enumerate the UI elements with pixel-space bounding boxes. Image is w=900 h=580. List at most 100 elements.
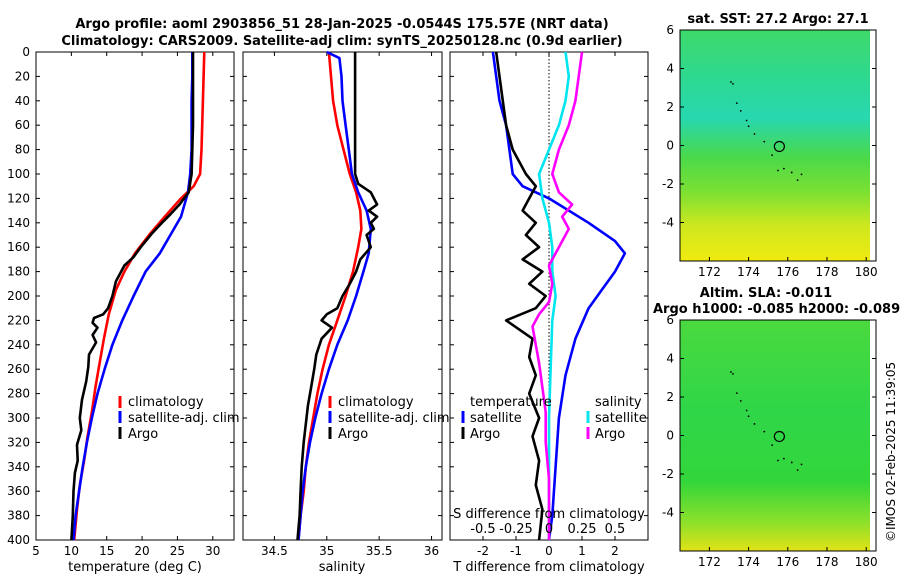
map-y-tick-label: 6 xyxy=(666,313,674,327)
series-line-satellite-adj-clim xyxy=(72,52,194,541)
legend-title-temperature: temperature xyxy=(470,395,552,410)
s-tick-label: 0 xyxy=(545,522,553,537)
island-dot xyxy=(753,423,756,425)
sla-map: Altim. SLA: -0.011 Argo h1000: -0.085 h2… xyxy=(653,286,900,569)
y-tick-label: 340 xyxy=(7,460,30,474)
y-tick-label: 60 xyxy=(15,118,30,132)
island-dot xyxy=(763,430,766,433)
legend-label-t-satellite: satellite xyxy=(470,411,522,426)
legend-label-climatology: climatology xyxy=(128,395,204,410)
sla-map-frame xyxy=(679,319,877,552)
argo-float-marker xyxy=(773,430,785,443)
island-dot xyxy=(747,415,750,418)
y-tick-label: 120 xyxy=(7,191,30,205)
island-dot xyxy=(730,81,732,83)
sla-map-subtitle: Argo h1000: -0.085 h2000: -0.089 xyxy=(653,302,900,317)
series-line-s-satellite xyxy=(537,51,571,540)
island-dot xyxy=(739,399,742,402)
map-y-tick-label: 2 xyxy=(666,390,674,404)
island-dot xyxy=(790,461,793,464)
x-tick-label: -1 xyxy=(510,544,522,558)
y-tick-label: 280 xyxy=(7,387,30,401)
map-y-tick-label: -4 xyxy=(662,216,674,230)
temperature-legend: climatology satellite-adj. clim Argo xyxy=(118,395,240,442)
s-tick-label: -0.5 xyxy=(470,522,495,537)
island-dot xyxy=(732,373,734,375)
x-tick-label: 0 xyxy=(545,544,553,558)
island-dot xyxy=(745,119,748,122)
map-y-tick-label: 0 xyxy=(666,139,674,153)
y-tick-label: 100 xyxy=(7,167,30,181)
series-line-argo xyxy=(296,52,379,541)
y-tick-label: 360 xyxy=(7,484,30,498)
title-line-2: Climatology: CARS2009. Satellite-adj cli… xyxy=(61,34,622,49)
footer-timestamp: ©IMOS 02-Feb-2025 11:39:05 xyxy=(884,362,898,542)
map-y-tick-label: -2 xyxy=(662,177,674,191)
island-dot xyxy=(782,167,785,170)
island-dot xyxy=(777,459,779,462)
legend-label-satellite: satellite-adj. clim xyxy=(338,411,450,426)
map-x-tick-label: 176 xyxy=(776,265,799,279)
map-y-tick-label: 4 xyxy=(666,62,674,76)
legend-label-satellite: satellite-adj. clim xyxy=(128,411,240,426)
x-tick-label: 25 xyxy=(170,544,185,558)
map-x-tick-label: 174 xyxy=(737,265,760,279)
map-x-tick-label: 174 xyxy=(737,555,760,569)
y-tick-label: 200 xyxy=(7,289,30,303)
x-tick-label: 1 xyxy=(578,544,586,558)
map-x-tick-label: 178 xyxy=(816,265,839,279)
title-line-1: Argo profile: aoml 2903856_51 28-Jan-202… xyxy=(75,17,608,32)
legend-label-s-argo: Argo xyxy=(595,427,625,442)
map-x-tick-label: 178 xyxy=(816,555,839,569)
map-y-tick-label: 4 xyxy=(666,352,674,366)
y-tick-label: 400 xyxy=(7,533,30,547)
salinity-xlabel: salinity xyxy=(319,560,366,575)
legend-label-climatology: climatology xyxy=(338,395,414,410)
x-tick-label: 35 xyxy=(319,544,334,558)
island-dot xyxy=(796,469,799,472)
island-dot xyxy=(753,133,756,135)
x-tick-label: 20 xyxy=(134,544,149,558)
s-tick-label: 0.25 xyxy=(568,522,597,537)
y-tick-label: 140 xyxy=(7,216,30,230)
x-tick-label: 34.5 xyxy=(261,544,288,558)
series-line-t-argo xyxy=(494,51,548,541)
difference-xlabel: T difference from climatology xyxy=(452,560,645,575)
x-tick-label: -2 xyxy=(477,544,489,558)
legend-title-salinity: salinity xyxy=(595,395,642,410)
map-x-tick-label: 176 xyxy=(776,555,799,569)
salinity-panel: 34.5 35 35.5 36 salinity climatology satell… xyxy=(242,50,450,575)
y-tick-label: 260 xyxy=(7,362,30,376)
island-dot xyxy=(739,109,742,112)
s-difference-label: S difference from climatology xyxy=(453,507,645,522)
island-dot xyxy=(735,392,738,395)
island-dot xyxy=(730,371,732,373)
sla-heatmap xyxy=(680,320,876,551)
legend-label-t-argo: Argo xyxy=(470,427,500,442)
x-tick-label: 2 xyxy=(611,544,619,558)
y-tick-label: 240 xyxy=(7,338,30,352)
map-y-tick-label: -4 xyxy=(662,506,674,520)
salinity-legend: climatology satellite-adj. clim Argo xyxy=(328,395,450,442)
island-dot xyxy=(777,169,779,172)
series-line-climatology xyxy=(297,51,363,541)
s-tick-label: -0.25 xyxy=(499,522,533,537)
map-y-tick-label: 0 xyxy=(666,429,674,443)
map-x-tick-label: 180 xyxy=(855,555,878,569)
map-x-tick-label: 172 xyxy=(698,265,721,279)
x-tick-label: 15 xyxy=(99,544,114,558)
island-dot xyxy=(763,140,766,143)
difference-legend: temperature satellite Argo salinity sate… xyxy=(461,395,647,442)
map-x-tick-label: 172 xyxy=(698,555,721,569)
x-tick-label: 10 xyxy=(64,544,79,558)
island-dot xyxy=(747,125,750,128)
y-tick-label: 220 xyxy=(7,313,30,327)
sst-map-frame xyxy=(679,29,877,262)
x-tick-label: 35.5 xyxy=(366,544,393,558)
temperature-panel: 0 20 40 60 80 100 120 140 160 180 200 220 240 260 280 3… xyxy=(7,45,240,575)
series-line-s-argo xyxy=(531,51,584,540)
s-difference-ticks: -0.5 -0.25 0 0.25 0.5 xyxy=(470,522,625,537)
y-tick-label: 300 xyxy=(7,411,30,425)
island-dot xyxy=(800,463,803,466)
